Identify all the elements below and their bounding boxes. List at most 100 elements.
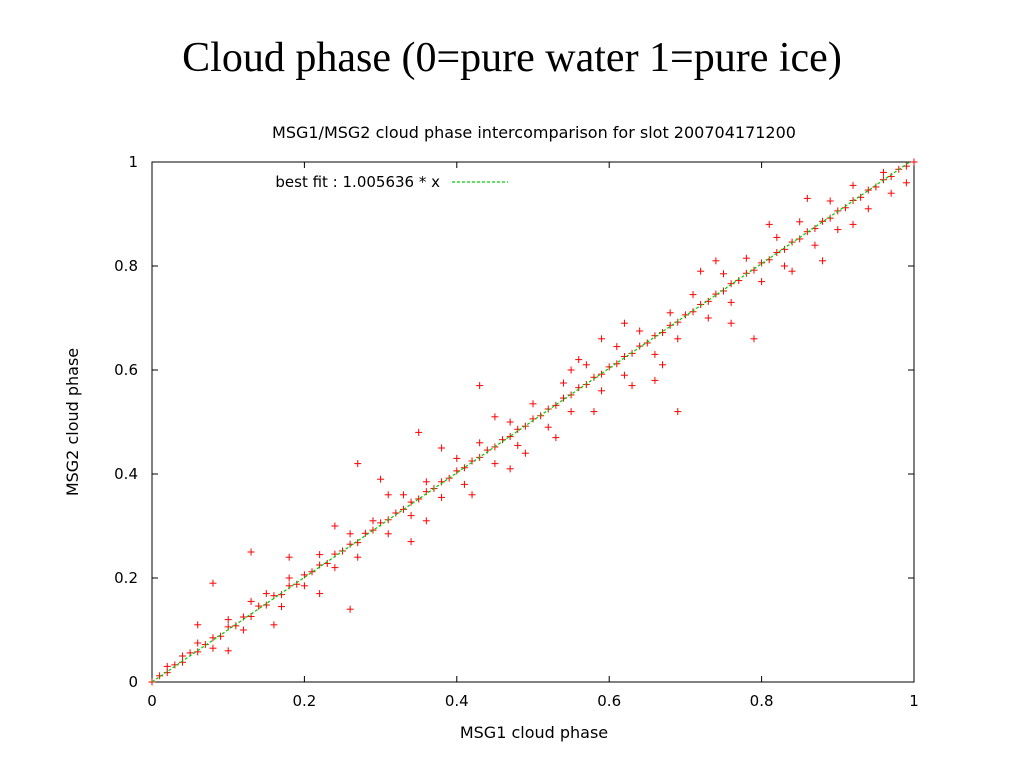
data-point	[384, 491, 392, 499]
data-point	[316, 551, 324, 559]
data-point	[727, 280, 735, 288]
data-point	[841, 204, 849, 212]
data-point	[849, 220, 857, 228]
data-point	[697, 267, 705, 275]
data-point	[819, 217, 827, 225]
data-point	[506, 433, 514, 441]
x-axis-tick-labels: 0 0.2 0.4 0.6 0.8 1	[147, 692, 919, 710]
data-point	[209, 579, 217, 587]
data-point	[590, 373, 598, 381]
data-point	[278, 603, 286, 611]
data-point	[178, 658, 186, 666]
data-point	[354, 460, 362, 468]
data-point	[704, 314, 712, 322]
data-point	[529, 400, 537, 408]
data-point	[819, 257, 827, 265]
data-point	[552, 434, 560, 442]
data-point	[864, 205, 872, 213]
data-point	[407, 512, 415, 520]
data-point	[575, 356, 583, 364]
data-point	[354, 553, 362, 561]
data-point	[323, 559, 331, 567]
data-point	[758, 278, 766, 286]
data-point	[369, 517, 377, 525]
data-point	[567, 366, 575, 374]
data-point	[849, 181, 857, 189]
data-point	[651, 376, 659, 384]
data-point	[476, 439, 484, 447]
data-point	[476, 382, 484, 390]
data-point	[369, 526, 377, 534]
data-point	[666, 309, 674, 317]
data-point	[567, 408, 575, 416]
data-point	[491, 460, 499, 468]
y-axis-label: MSG2 cloud phase	[63, 348, 82, 496]
slide-title: Cloud phase (0=pure water 1=pure ice)	[182, 35, 842, 81]
data-point	[712, 257, 720, 265]
data-point	[765, 220, 773, 228]
data-point	[300, 582, 308, 590]
data-point	[521, 449, 529, 457]
data-point	[300, 571, 308, 579]
data-point	[278, 591, 286, 599]
data-point	[331, 522, 339, 530]
data-point	[506, 418, 514, 426]
data-point	[826, 214, 834, 222]
x-axis-label: MSG1 cloud phase	[460, 723, 608, 742]
data-point	[247, 548, 255, 556]
data-point	[399, 491, 407, 499]
data-point	[613, 343, 621, 351]
x-tick-label: 1	[909, 692, 919, 710]
data-point	[285, 574, 293, 582]
y-tick-label: 0.2	[114, 569, 138, 587]
y-tick-label: 1	[128, 153, 138, 171]
data-point	[163, 662, 171, 670]
data-point	[346, 530, 354, 538]
data-point	[834, 226, 842, 234]
data-point	[224, 616, 232, 624]
x-tick-label: 0.6	[597, 692, 621, 710]
data-point	[270, 592, 278, 600]
x-tick-label: 0.2	[292, 692, 316, 710]
data-point	[460, 464, 468, 472]
data-point	[780, 245, 788, 253]
data-point	[247, 597, 255, 605]
y-tick-label: 0.8	[114, 257, 138, 275]
data-point	[438, 478, 446, 486]
data-point	[598, 387, 606, 395]
data-point	[750, 335, 758, 343]
data-point	[720, 270, 727, 278]
data-point	[224, 647, 232, 655]
data-point	[377, 475, 385, 483]
data-point	[788, 267, 796, 275]
data-point	[681, 311, 689, 319]
data-point	[742, 254, 750, 262]
data-point	[880, 168, 888, 176]
data-point	[803, 194, 811, 202]
data-point	[209, 634, 217, 642]
data-point	[559, 379, 567, 387]
data-point	[255, 602, 263, 610]
data-point	[651, 350, 659, 358]
plot-area	[151, 161, 915, 683]
x-tick-label: 0.8	[750, 692, 774, 710]
data-point	[308, 568, 316, 576]
y-tick-label: 0	[128, 673, 138, 691]
y-tick-label: 0.4	[114, 465, 138, 483]
data-point	[620, 371, 628, 379]
data-point	[727, 298, 735, 306]
data-point	[727, 319, 735, 327]
data-point	[239, 626, 247, 634]
data-point	[514, 441, 522, 449]
data-point	[758, 259, 766, 267]
data-point	[742, 269, 750, 277]
data-point	[826, 197, 834, 205]
data-point	[598, 370, 606, 378]
data-point	[438, 444, 446, 452]
data-point	[346, 540, 354, 548]
data-point	[453, 454, 461, 462]
data-point	[384, 530, 392, 538]
data-point	[232, 622, 240, 630]
data-point	[438, 493, 446, 501]
